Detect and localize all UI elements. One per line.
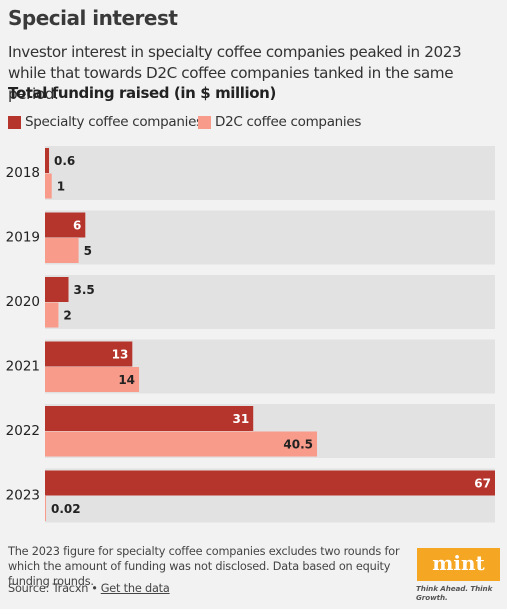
bar-specialty (45, 470, 495, 496)
bar-d2c (45, 173, 52, 199)
category-tick-label: 2020 (6, 294, 40, 310)
data-label: 1 (57, 180, 65, 194)
data-label: 0.6 (54, 154, 75, 168)
bar-chart: 2018 0.6 1 2019 65 2020 3.52 2021 13 14 2022 31 40.5… (6, 146, 495, 523)
data-label: 31 (233, 412, 250, 426)
category-band (45, 210, 495, 265)
bar-specialty (45, 341, 133, 367)
chart-title: Special interest (8, 6, 178, 30)
legend-label-d2c: D2C coffee companies (215, 114, 362, 130)
legend-label-specialty: Specialty coffee companies (25, 114, 203, 130)
category-tick-label: 2021 (6, 359, 40, 375)
source-text: Source: Tracxn (8, 582, 89, 595)
chart-subtitle: Investor interest in specialty coffee co… (8, 43, 462, 103)
get-data-link[interactable]: Get the data (100, 582, 170, 595)
chart-heading: Total funding raised (in $ million) (8, 84, 276, 102)
data-label: 5 (84, 244, 92, 258)
mint-logo: mint (417, 548, 500, 581)
bar-d2c (45, 367, 140, 392)
category-band (45, 146, 495, 200)
data-label: 6 (73, 219, 81, 233)
data-label: 3.5 (74, 283, 95, 297)
data-label: 2 (63, 309, 71, 323)
legend-swatch-specialty (8, 116, 21, 129)
bar-d2c (45, 431, 318, 457)
data-label: 13 (112, 348, 129, 362)
category-tick-label: 2019 (6, 230, 40, 246)
bar-specialty (45, 277, 69, 302)
bar-specialty (45, 406, 254, 431)
bar-d2c (45, 496, 46, 521)
legend-swatch-d2c (198, 116, 211, 129)
category-tick-label: 2018 (6, 165, 40, 181)
bar-d2c (45, 302, 59, 328)
bar-specialty (45, 148, 50, 173)
category-tick-label: 2022 (6, 423, 40, 439)
source-separator: • (91, 582, 98, 595)
bar-specialty (45, 212, 86, 238)
data-label: 14 (118, 373, 135, 387)
category-tick-label: 2023 (6, 488, 40, 504)
data-label: 0.02 (51, 502, 81, 516)
bar-d2c (45, 238, 79, 263)
footnote: The 2023 figure for specialty coffee com… (8, 545, 400, 588)
category-band (45, 275, 495, 329)
data-label: 40.5 (283, 438, 313, 452)
source-line: Source: Tracxn • Get the data (8, 582, 170, 595)
data-label: 67 (474, 477, 491, 491)
logo-tagline: Think Ahead. Think Growth. (416, 584, 493, 602)
